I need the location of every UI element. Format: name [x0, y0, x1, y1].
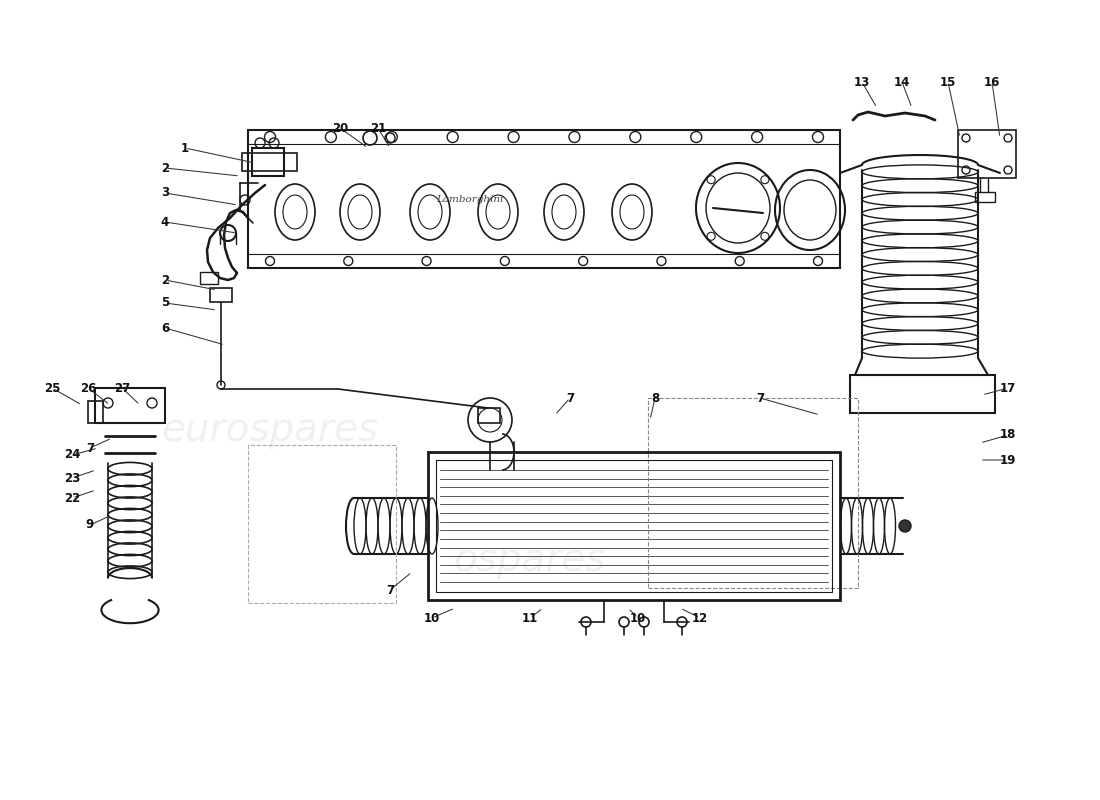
- Text: 7: 7: [386, 583, 394, 597]
- Bar: [248, 445, 396, 603]
- Bar: [478, 408, 500, 423]
- Text: 19: 19: [1000, 454, 1016, 466]
- Circle shape: [899, 520, 911, 532]
- Text: 16: 16: [983, 75, 1000, 89]
- Text: 11: 11: [521, 611, 538, 625]
- Text: 20: 20: [332, 122, 348, 134]
- Bar: [436, 460, 832, 592]
- Text: 25: 25: [44, 382, 60, 394]
- Text: 27: 27: [114, 382, 130, 394]
- Text: 9: 9: [86, 518, 95, 531]
- Text: eurospares: eurospares: [162, 411, 378, 449]
- Text: ospares: ospares: [453, 541, 606, 579]
- Bar: [428, 452, 840, 600]
- Bar: [648, 398, 858, 588]
- Text: 24: 24: [64, 449, 80, 462]
- Text: 10: 10: [630, 611, 646, 625]
- Text: 21: 21: [370, 122, 386, 134]
- Bar: [242, 153, 297, 171]
- Text: 14: 14: [894, 75, 910, 89]
- Text: 26: 26: [80, 382, 96, 394]
- Bar: [850, 375, 996, 413]
- Text: 4: 4: [161, 215, 169, 229]
- Text: 22: 22: [64, 491, 80, 505]
- Text: 15: 15: [939, 75, 956, 89]
- Text: 23: 23: [64, 471, 80, 485]
- Text: 10: 10: [424, 611, 440, 625]
- Bar: [252, 148, 284, 176]
- Bar: [958, 130, 1016, 178]
- Bar: [248, 130, 840, 268]
- Text: 2: 2: [161, 274, 169, 286]
- Text: 12: 12: [692, 611, 708, 625]
- Text: 7: 7: [86, 442, 95, 454]
- Text: 8: 8: [651, 391, 659, 405]
- Bar: [88, 401, 103, 423]
- Text: 7: 7: [756, 391, 764, 405]
- Text: Lamborghini: Lamborghini: [437, 195, 504, 205]
- Text: 17: 17: [1000, 382, 1016, 394]
- Bar: [210, 288, 232, 302]
- Bar: [200, 272, 218, 284]
- Text: 1: 1: [180, 142, 189, 154]
- Text: 5: 5: [161, 297, 169, 310]
- Text: 6: 6: [161, 322, 169, 334]
- Text: 3: 3: [161, 186, 169, 199]
- Bar: [975, 192, 996, 202]
- Text: 7: 7: [565, 391, 574, 405]
- Text: 2: 2: [161, 162, 169, 174]
- Text: 13: 13: [854, 75, 870, 89]
- Bar: [95, 388, 165, 423]
- Text: 18: 18: [1000, 429, 1016, 442]
